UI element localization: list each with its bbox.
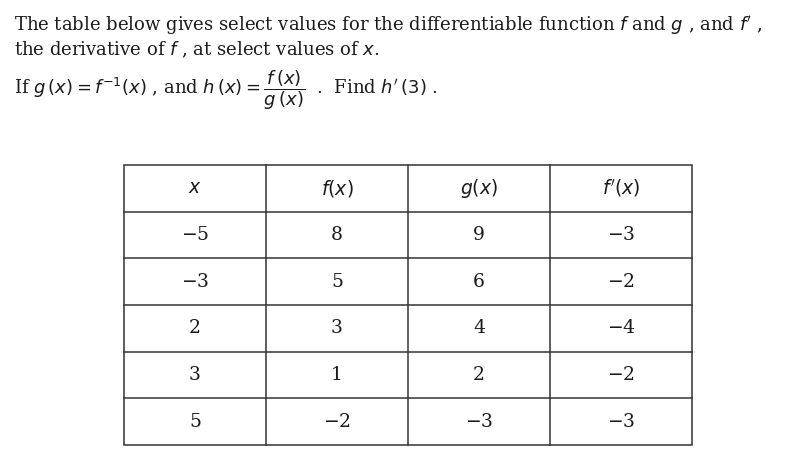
Text: 2: 2: [189, 319, 201, 337]
Text: $-$3: $-$3: [607, 413, 635, 430]
Text: 5: 5: [331, 273, 343, 291]
Text: $f^{\prime}(x)$: $f^{\prime}(x)$: [602, 177, 640, 199]
Text: The table below gives select values for the differentiable function $f$ and $g$ : The table below gives select values for …: [14, 14, 762, 37]
Text: $-$3: $-$3: [607, 226, 635, 244]
Text: 3: 3: [189, 366, 201, 384]
Text: $-$4: $-$4: [606, 319, 635, 337]
Text: $-$5: $-$5: [181, 226, 209, 244]
Text: 4: 4: [473, 319, 485, 337]
Text: 1: 1: [331, 366, 343, 384]
Text: 3: 3: [331, 319, 343, 337]
Text: If $g\,(x) = f^{-1}(x)$ , and $h\,(x) = \dfrac{f\,(x)}{g\,(x)}$  .  Find $h^{\pr: If $g\,(x) = f^{-1}(x)$ , and $h\,(x) = …: [14, 68, 438, 112]
Text: $-$3: $-$3: [181, 273, 209, 291]
Text: $-$2: $-$2: [607, 366, 635, 384]
Text: $-$2: $-$2: [607, 273, 635, 291]
Text: $f(x)$: $f(x)$: [321, 178, 354, 199]
Text: 6: 6: [473, 273, 485, 291]
Text: 5: 5: [189, 413, 201, 430]
Text: 2: 2: [473, 366, 485, 384]
Text: $x$: $x$: [188, 179, 202, 197]
Text: $-$3: $-$3: [465, 413, 493, 430]
Text: 8: 8: [331, 226, 343, 244]
Text: the derivative of $f$ , at select values of $x$.: the derivative of $f$ , at select values…: [14, 40, 380, 60]
Text: $-$2: $-$2: [323, 413, 351, 430]
Text: $g(x)$: $g(x)$: [460, 177, 498, 200]
Text: 9: 9: [473, 226, 485, 244]
Bar: [124, 165, 692, 445]
